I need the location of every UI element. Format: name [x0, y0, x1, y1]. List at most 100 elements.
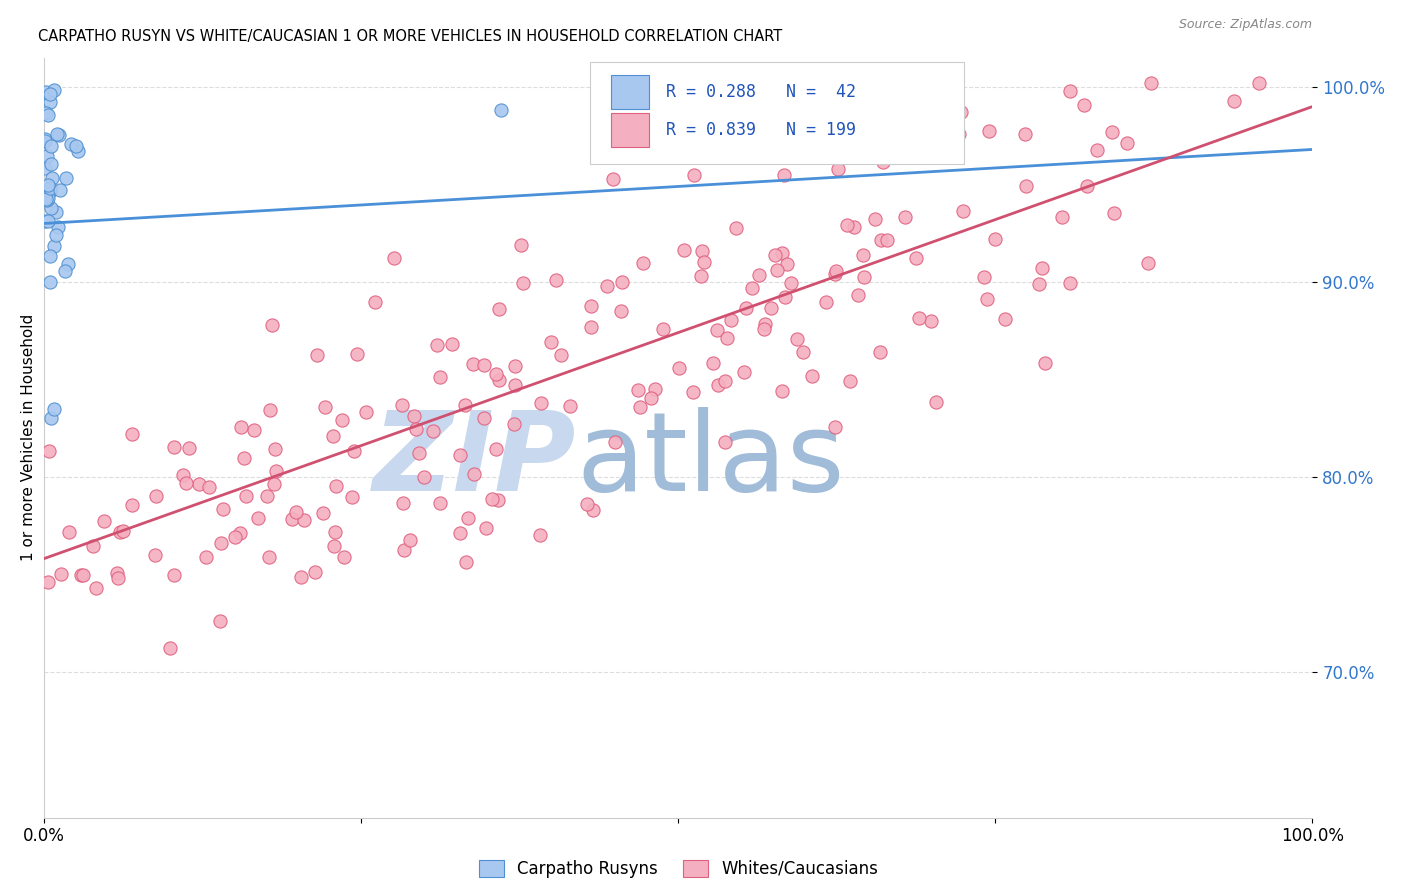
Point	[34, 190, 56, 204]
Point	[322, 539, 344, 553]
Point	[815, 295, 838, 310]
Point	[121, 498, 143, 512]
Point	[510, 238, 533, 252]
Point	[121, 426, 143, 441]
Y-axis label: 1 or more Vehicles in Household: 1 or more Vehicles in Household	[21, 314, 35, 561]
Point	[560, 399, 582, 413]
Point	[229, 419, 252, 434]
Point	[1101, 125, 1123, 139]
Point	[759, 301, 782, 315]
Point	[908, 310, 931, 325]
Point	[1223, 94, 1246, 108]
Point	[683, 168, 706, 182]
Point	[346, 347, 368, 361]
Point	[702, 356, 724, 370]
Point	[720, 312, 742, 326]
Point	[405, 422, 427, 436]
Point	[44, 401, 66, 416]
Point	[34, 161, 56, 175]
Point	[863, 211, 886, 226]
Point	[55, 171, 77, 186]
Point	[763, 248, 786, 262]
Point	[852, 248, 875, 262]
Point	[65, 138, 87, 153]
Point	[673, 243, 696, 257]
Point	[766, 263, 789, 277]
Point	[550, 349, 572, 363]
Point	[488, 373, 510, 387]
Point	[716, 331, 738, 345]
Point	[35, 193, 58, 207]
Point	[610, 275, 633, 289]
Point	[454, 555, 477, 569]
Point	[247, 511, 270, 525]
Point	[39, 181, 62, 195]
Point	[35, 193, 58, 207]
Point	[472, 358, 495, 372]
Point	[1031, 260, 1053, 275]
Point	[48, 128, 70, 142]
Bar	[612, 113, 650, 147]
Point	[177, 441, 200, 455]
Point	[39, 139, 62, 153]
Point	[263, 442, 285, 456]
Point	[82, 540, 104, 554]
Point	[747, 268, 769, 282]
Point	[46, 128, 69, 142]
Point	[640, 391, 662, 405]
Point	[37, 575, 59, 590]
Point	[46, 220, 69, 235]
Point	[224, 530, 246, 544]
Point	[1085, 143, 1108, 157]
Point	[59, 136, 82, 151]
Point	[354, 405, 377, 419]
Point	[925, 395, 948, 409]
Point	[449, 526, 471, 541]
Point	[503, 359, 526, 374]
Point	[994, 312, 1017, 326]
Point	[323, 524, 346, 539]
Point	[792, 345, 814, 359]
Point	[105, 566, 128, 580]
Point	[714, 374, 737, 388]
Point	[582, 503, 605, 517]
Point	[429, 495, 451, 509]
Point	[408, 445, 430, 459]
Point	[824, 420, 846, 434]
Point	[984, 232, 1007, 246]
Point	[835, 218, 858, 232]
Point	[976, 292, 998, 306]
Point	[690, 268, 713, 283]
Point	[1249, 76, 1271, 90]
Point	[920, 314, 942, 328]
Point	[382, 251, 405, 265]
Point	[609, 304, 631, 318]
Point	[441, 336, 464, 351]
Point	[1136, 256, 1159, 270]
Point	[682, 385, 704, 400]
Point	[145, 489, 167, 503]
Point	[333, 549, 356, 564]
Point	[754, 321, 776, 335]
Point	[364, 295, 387, 310]
Point	[67, 145, 90, 159]
Point	[725, 220, 748, 235]
Point	[39, 249, 62, 263]
Point	[263, 477, 285, 491]
Point	[325, 479, 347, 493]
Point	[37, 108, 59, 122]
Point	[741, 281, 763, 295]
Point	[472, 410, 495, 425]
Point	[605, 435, 627, 450]
Point	[481, 491, 503, 506]
Point	[208, 614, 231, 628]
Point	[690, 244, 713, 258]
Point	[404, 409, 426, 423]
Point	[824, 267, 846, 281]
Point	[281, 512, 304, 526]
Point	[463, 467, 485, 482]
Point	[602, 172, 624, 186]
Point	[1139, 76, 1161, 90]
Point	[45, 228, 67, 243]
Point	[505, 378, 527, 392]
